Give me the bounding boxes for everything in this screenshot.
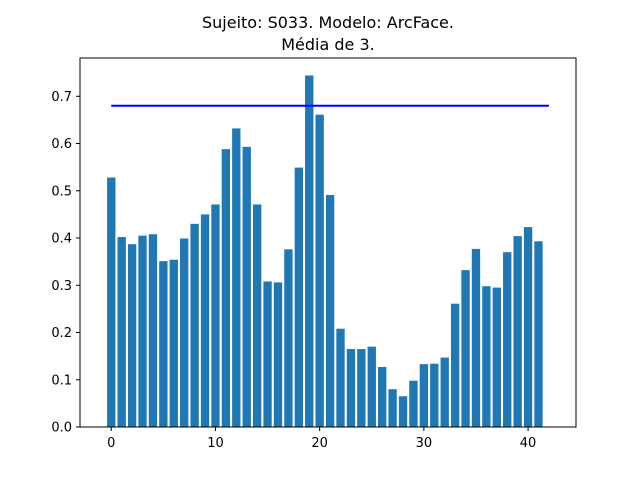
bar [492,287,501,427]
bar [534,241,543,427]
y-tick-label: 0.2 [51,326,72,341]
y-tick-label: 0.1 [51,373,72,388]
bar [305,75,314,427]
bar [378,367,387,427]
bar [357,349,366,427]
y-tick-label: 0.0 [51,421,72,436]
chart-title: Sujeito: S033. Modelo: ArcFace. [202,13,454,32]
bar [409,380,418,427]
bar [325,195,335,427]
bar [398,396,408,427]
y-tick-label: 0.5 [51,184,72,199]
bar [450,303,460,427]
bar [263,281,272,427]
bar [180,238,189,427]
bar [148,234,158,427]
x-tick-label: 40 [520,436,537,451]
bar [471,248,481,427]
bar [169,259,178,427]
y-tick-label: 0.3 [51,279,72,294]
bar [294,167,303,428]
y-tick-label: 0.6 [51,137,72,152]
bar [440,357,449,427]
y-tick-label: 0.7 [51,90,72,105]
x-tick-label: 20 [311,436,328,451]
bar [367,346,376,427]
bar [252,204,262,427]
bar [461,270,470,427]
bar [503,252,512,427]
bar [419,364,429,427]
bars-group [107,75,543,428]
bar [200,214,210,427]
bar [107,177,116,427]
bar [284,249,293,427]
bar [117,237,126,427]
bar [336,328,345,427]
bar [523,227,533,427]
bar [127,244,137,427]
y-tick-label: 0.4 [51,232,72,247]
bar [388,389,397,427]
x-tick-label: 0 [107,436,115,451]
bar [232,128,241,427]
chart-subtitle: Média de 3. [281,35,375,54]
bar [159,261,168,427]
bar [346,349,356,427]
x-tick-label: 30 [416,436,433,451]
plot-frame [79,57,577,428]
bar [242,146,251,427]
bar [190,223,199,427]
bar [211,204,220,427]
bar [315,114,324,427]
x-tick-label: 10 [207,436,224,451]
y-axis: 0.0 0.1 0.2 0.3 0.4 0.5 0.6 0.7 [51,90,80,436]
bar [138,235,147,427]
x-axis: 0 10 20 30 40 [107,427,536,451]
bar [273,282,283,427]
bar [430,363,439,427]
bar [221,149,231,427]
bar [513,236,522,427]
bar [482,286,491,427]
